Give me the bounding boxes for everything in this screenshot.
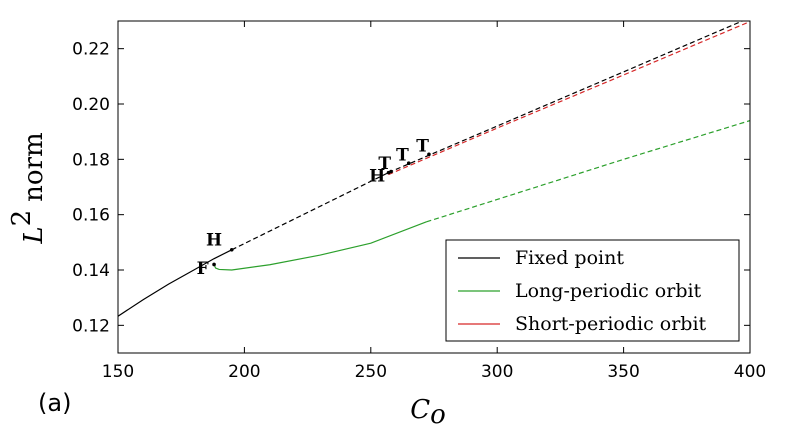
x-tick-label: 250 xyxy=(355,362,387,382)
annotation-label: F xyxy=(197,259,209,279)
legend-label: Long-periodic orbit xyxy=(515,280,702,302)
x-tick-label: 200 xyxy=(228,362,260,382)
x-tick-label: 300 xyxy=(481,362,513,382)
annotation-marker xyxy=(229,248,234,252)
y-tick-label: 0.18 xyxy=(72,150,110,170)
y-axis-label-sup: 2 xyxy=(7,210,37,227)
series-line-fixed-point-dashed xyxy=(388,21,744,174)
series-line-fixed-point-solid xyxy=(118,249,233,317)
x-axis-label-sub: o xyxy=(430,400,446,430)
y-axis-label-main: L xyxy=(19,226,49,244)
series-line-short-periodic-orbit-dashed xyxy=(388,21,750,176)
series-line-long-periodic-orbit-dashed xyxy=(426,120,750,223)
y-axis-label-rest: norm xyxy=(19,132,49,201)
y-tick-label: 0.14 xyxy=(72,261,110,281)
annotation-label: T xyxy=(378,154,391,174)
x-tick-label: 400 xyxy=(734,362,766,382)
series-line-long-periodic-orbit-solid xyxy=(213,221,427,271)
plot-frame xyxy=(117,20,751,354)
annotation-label: H xyxy=(369,166,385,186)
y-tick-label: 0.20 xyxy=(72,95,110,115)
x-axis-label: Co xyxy=(410,395,446,430)
annotation-marker xyxy=(427,152,431,157)
series-line-fixed-point-dashed xyxy=(231,172,389,251)
x-tick-label: 350 xyxy=(607,362,639,382)
y-tick-label: 0.12 xyxy=(72,316,110,336)
annotation-label: T xyxy=(396,146,409,166)
legend-label: Fixed point xyxy=(515,247,624,269)
y-axis-label: L2 norm xyxy=(7,132,49,244)
tick-layer: 150 200 250 300 350 400 0.12 0.14 0.16 0.18 0.20 0.… xyxy=(72,21,766,382)
annotation-marker xyxy=(406,161,411,166)
x-tick-label: 150 xyxy=(102,362,134,382)
panel-label: (a) xyxy=(38,389,71,417)
y-tick-label: 0.16 xyxy=(72,206,110,226)
series-layer xyxy=(118,21,750,317)
annotation-marker xyxy=(389,169,393,174)
annotation-label: H xyxy=(206,231,222,251)
x-axis-label-main: C xyxy=(410,395,430,425)
annotation-label: T xyxy=(416,137,429,157)
y-tick-label: 0.22 xyxy=(72,40,110,60)
legend-label: Short-periodic orbit xyxy=(515,313,707,335)
annotation-marker xyxy=(212,262,216,267)
legend: Fixed point Long-periodic orbit Short-peri… xyxy=(445,239,740,342)
